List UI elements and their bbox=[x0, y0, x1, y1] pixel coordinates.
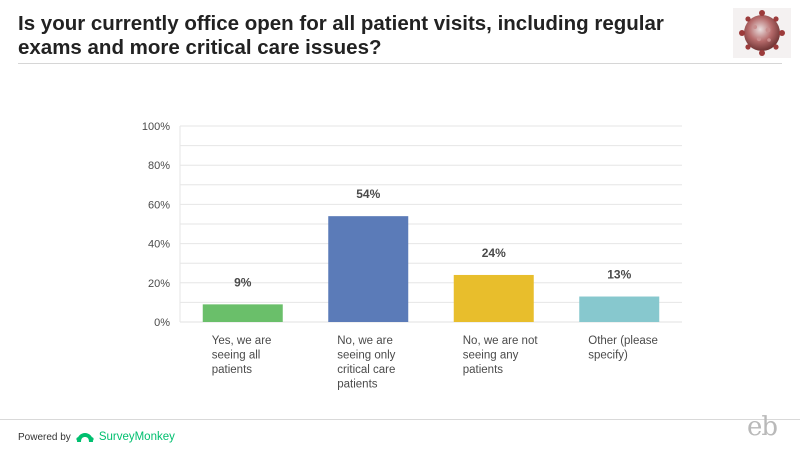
y-tick-label: 60% bbox=[148, 199, 170, 211]
category-label: seeing any bbox=[463, 350, 519, 362]
category-label: patients bbox=[337, 379, 378, 391]
bar bbox=[202, 304, 283, 322]
y-tick-label: 0% bbox=[154, 317, 170, 329]
data-label: 54% bbox=[356, 187, 380, 201]
bar bbox=[579, 296, 660, 322]
coronavirus-image bbox=[733, 8, 791, 58]
data-label: 9% bbox=[234, 275, 252, 289]
footer-divider bbox=[0, 419, 800, 420]
data-label: 13% bbox=[607, 268, 631, 282]
category-label: No, we are bbox=[337, 335, 393, 347]
category-label: seeing only bbox=[337, 350, 395, 362]
category-label: Other (please bbox=[588, 335, 658, 347]
title-divider bbox=[18, 63, 782, 64]
y-tick-label: 80% bbox=[148, 160, 170, 172]
category-label: seeing all bbox=[212, 350, 261, 362]
surveymonkey-brand-link[interactable]: SurveyMonkey bbox=[98, 431, 175, 443]
footer: Powered by SurveyMonkey bbox=[18, 429, 175, 445]
powered-by-label: Powered by bbox=[18, 431, 71, 443]
category-label: Yes, we are bbox=[212, 335, 272, 347]
category-label: patients bbox=[463, 364, 504, 376]
page-title: Is your currently office open for all pa… bbox=[18, 12, 664, 59]
category-label: No, we are not bbox=[463, 335, 539, 347]
bar bbox=[453, 274, 534, 322]
bar bbox=[328, 216, 409, 322]
surveymonkey-logo-icon[interactable] bbox=[76, 431, 94, 443]
y-tick-label: 20% bbox=[148, 278, 170, 290]
eb-corner-logo: eb bbox=[747, 412, 778, 442]
category-label: specify) bbox=[588, 350, 628, 362]
category-label: critical care bbox=[337, 364, 395, 376]
category-label: patients bbox=[212, 364, 253, 376]
y-tick-label: 100% bbox=[142, 121, 170, 133]
y-tick-label: 40% bbox=[148, 239, 170, 251]
data-label: 24% bbox=[482, 246, 506, 260]
